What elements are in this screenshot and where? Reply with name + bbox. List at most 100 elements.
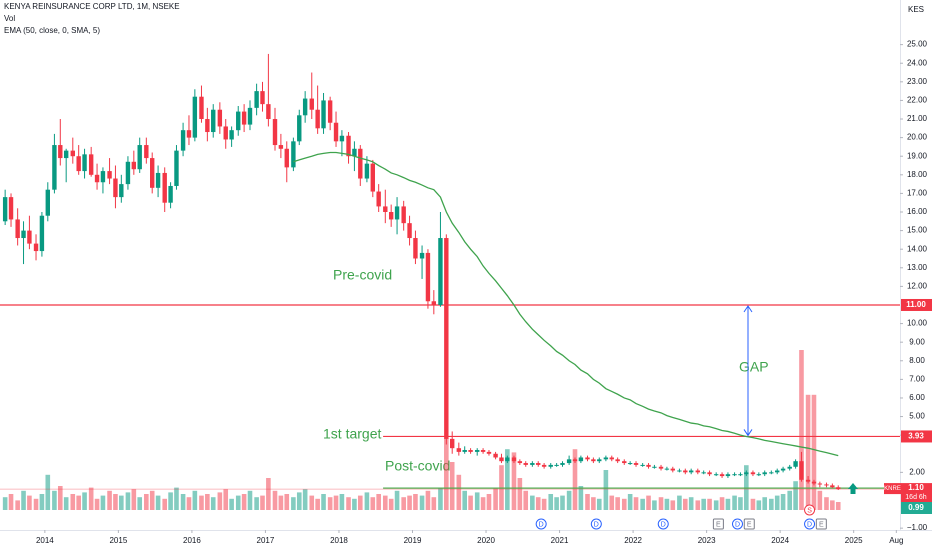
event-earnings <box>712 518 724 530</box>
candle-body <box>688 470 694 473</box>
candle-body <box>450 438 455 449</box>
candle-body <box>536 463 541 465</box>
x-tick-label: 2018 <box>330 536 348 545</box>
symbol-tag-label: KNRE <box>884 486 901 492</box>
volume-bar <box>505 449 510 510</box>
x-tick-label: 2017 <box>257 536 275 545</box>
volume-bar <box>640 498 645 510</box>
candle-body <box>836 487 841 490</box>
event-marker <box>804 518 816 530</box>
y-tick-label: 20.00 <box>907 133 928 142</box>
volume-bar <box>695 500 701 510</box>
volume-bar <box>817 490 823 510</box>
volume-bar <box>493 487 498 510</box>
candle-body <box>358 148 363 179</box>
candle-body <box>45 189 50 216</box>
candle-body <box>486 451 492 454</box>
volume-bar <box>658 497 664 510</box>
candle-body <box>622 461 627 464</box>
volume-bar <box>174 487 179 510</box>
volume-bar <box>254 497 259 510</box>
volume-bar <box>241 494 247 510</box>
x-tick-label: 2014 <box>36 536 54 545</box>
volume-bar <box>585 494 590 510</box>
candle-body <box>640 464 645 466</box>
event-label: E <box>819 521 824 528</box>
candle-body <box>530 463 535 465</box>
candle-body <box>738 474 743 476</box>
volume-tag-label: 0.99 <box>908 503 924 512</box>
candle-body <box>597 459 602 462</box>
price-tag-label: 11.00 <box>906 300 926 309</box>
volume-bar <box>57 486 63 510</box>
volume-bar <box>541 498 547 510</box>
volume-bar <box>615 497 620 510</box>
y-tick-label: 17.00 <box>907 189 928 198</box>
candle-body <box>769 472 774 474</box>
volume-bar <box>144 494 149 510</box>
candle-body <box>493 453 498 458</box>
annotation: Pre-covid <box>333 267 392 283</box>
candle-body <box>309 98 314 110</box>
candle-body <box>677 470 682 472</box>
candle-body <box>247 107 253 125</box>
event-marker <box>804 504 816 516</box>
candle-body <box>315 109 320 129</box>
event-label: D <box>594 521 599 528</box>
volume-bar <box>413 494 418 510</box>
candle-body <box>554 464 559 466</box>
candle-body <box>107 171 112 179</box>
volume-bar <box>793 481 798 510</box>
annotation: Post-covid <box>385 458 450 474</box>
price-tag <box>901 430 932 443</box>
candle-body <box>278 145 284 149</box>
volume-bar <box>732 495 737 510</box>
candle-body <box>664 468 670 470</box>
annotation: GAP <box>739 359 769 375</box>
candle-body <box>780 468 786 471</box>
ema-line <box>293 151 839 457</box>
candle-body <box>652 466 657 468</box>
symbol-tag <box>884 483 901 495</box>
volume-bar <box>339 494 345 510</box>
candle-body <box>811 481 817 484</box>
candle-body <box>817 483 823 485</box>
candle-body <box>88 154 94 175</box>
candle-body <box>805 479 811 482</box>
candle-body <box>793 461 798 467</box>
volume-bar <box>119 495 124 510</box>
volume-bar <box>609 495 615 510</box>
event-label: E <box>747 521 752 528</box>
currency-label: KES <box>908 5 924 14</box>
price-tag <box>901 298 932 311</box>
volume-bar <box>566 490 572 510</box>
candle-body <box>633 463 639 465</box>
y-tick-label: 10.00 <box>907 319 928 328</box>
volume-bar <box>180 494 186 510</box>
candle-body <box>63 150 69 159</box>
volume-bar <box>444 438 449 510</box>
event-earnings <box>815 518 827 530</box>
volume-bar <box>780 494 786 510</box>
volume-bar <box>431 497 437 510</box>
candle-body <box>431 301 437 305</box>
candle-body <box>137 145 142 170</box>
volume-bar <box>107 490 112 510</box>
candle-body <box>266 104 271 120</box>
volume-bar <box>199 495 204 510</box>
candle-body <box>8 197 14 220</box>
candle-body <box>321 100 326 129</box>
volume-bar <box>688 497 694 510</box>
candle-body <box>58 145 63 159</box>
x-tick-label: 2020 <box>477 536 495 545</box>
candle-body <box>186 130 192 138</box>
volume-bar <box>2 497 8 510</box>
volume-bar <box>725 498 731 510</box>
candle-body <box>695 470 700 473</box>
x-tick-label: 2022 <box>624 536 642 545</box>
volume-bar <box>560 495 565 510</box>
candle-body <box>517 461 523 464</box>
candle-body <box>180 130 186 151</box>
candle-body <box>155 172 161 188</box>
